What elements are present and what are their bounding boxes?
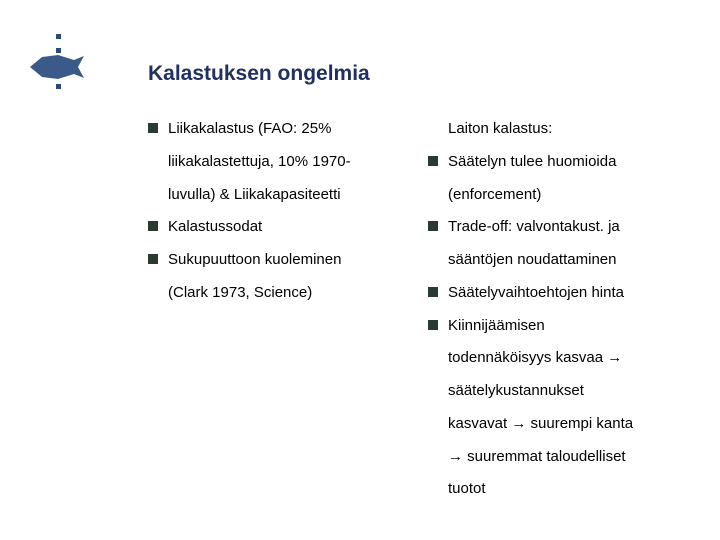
bullet-text: Trade-off: valvontakust. ja (448, 216, 620, 238)
list-item: Säätelyn tulee huomioida (428, 151, 678, 173)
bullet-icon (148, 254, 158, 264)
right-column: Laiton kalastus: Säätelyn tulee huomioid… (428, 118, 678, 511)
bullet-text: Sukupuuttoon kuoleminen (168, 249, 341, 271)
list-item: säätelykustannukset (428, 380, 678, 402)
bullet-spacer (428, 451, 438, 461)
bullet-icon (428, 287, 438, 297)
list-item: kasvavat → suurempi kanta (428, 413, 678, 435)
bullet-spacer (428, 189, 438, 199)
content-columns: Liikakalastus (FAO: 25% liikakalastettuj… (148, 118, 678, 511)
list-item: Trade-off: valvontakust. ja (428, 216, 678, 238)
logo-dot (56, 34, 61, 39)
bullet-text: Säätelyn tulee huomioida (448, 151, 616, 173)
list-item: Laiton kalastus: (428, 118, 678, 140)
list-item: Sukupuuttoon kuoleminen (148, 249, 398, 271)
list-item: Säätelyvaihtoehtojen hinta (428, 282, 678, 304)
list-item: todennäköisyys kasvaa → (428, 347, 678, 369)
bullet-text: Liikakalastus (FAO: 25% (168, 118, 331, 140)
bullet-icon (148, 221, 158, 231)
bullet-text: liikakalastettuja, 10% 1970- (168, 151, 351, 173)
bullet-spacer (428, 385, 438, 395)
bullet-text: (Clark 1973, Science) (168, 282, 312, 304)
bullet-spacer (148, 287, 158, 297)
left-column: Liikakalastus (FAO: 25% liikakalastettuj… (148, 118, 398, 511)
bullet-spacer (148, 189, 158, 199)
bullet-text: todennäköisyys kasvaa → (448, 347, 622, 369)
logo-dot (56, 84, 61, 89)
bullet-icon (148, 123, 158, 133)
bullet-text: kasvavat → suurempi kanta (448, 413, 633, 435)
bullet-icon (428, 221, 438, 231)
bullet-text: Säätelyvaihtoehtojen hinta (448, 282, 624, 304)
list-item: (Clark 1973, Science) (148, 282, 398, 304)
bullet-spacer (428, 123, 438, 133)
bullet-spacer (428, 254, 438, 264)
bullet-text: tuotot (448, 478, 486, 500)
list-item: Kiinnijäämisen (428, 315, 678, 337)
list-item: sääntöjen noudattaminen (428, 249, 678, 271)
slide: Kalastuksen ongelmia Liikakalastus (FAO:… (0, 0, 720, 540)
bullet-text: säätelykustannukset (448, 380, 584, 402)
bullet-text: (enforcement) (448, 184, 541, 206)
bullet-text: → suuremmat taloudelliset (448, 446, 626, 468)
bullet-text: Laiton kalastus: (448, 118, 552, 140)
bullet-spacer (428, 418, 438, 428)
list-item: tuotot (428, 478, 678, 500)
bullet-text: Kiinnijäämisen (448, 315, 545, 337)
fish-icon (28, 52, 86, 82)
bullet-icon (428, 320, 438, 330)
bullet-spacer (428, 483, 438, 493)
bullet-spacer (428, 352, 438, 362)
bullet-text: luvulla) & Liikakapasiteetti (168, 184, 341, 206)
logo (28, 34, 98, 94)
bullet-spacer (148, 156, 158, 166)
list-item: → suuremmat taloudelliset (428, 446, 678, 468)
list-item: luvulla) & Liikakapasiteetti (148, 184, 398, 206)
list-item: Kalastussodat (148, 216, 398, 238)
bullet-icon (428, 156, 438, 166)
bullet-text: Kalastussodat (168, 216, 262, 238)
bullet-text: sääntöjen noudattaminen (448, 249, 616, 271)
list-item: Liikakalastus (FAO: 25% (148, 118, 398, 140)
list-item: liikakalastettuja, 10% 1970- (148, 151, 398, 173)
slide-title: Kalastuksen ongelmia (148, 62, 370, 86)
list-item: (enforcement) (428, 184, 678, 206)
